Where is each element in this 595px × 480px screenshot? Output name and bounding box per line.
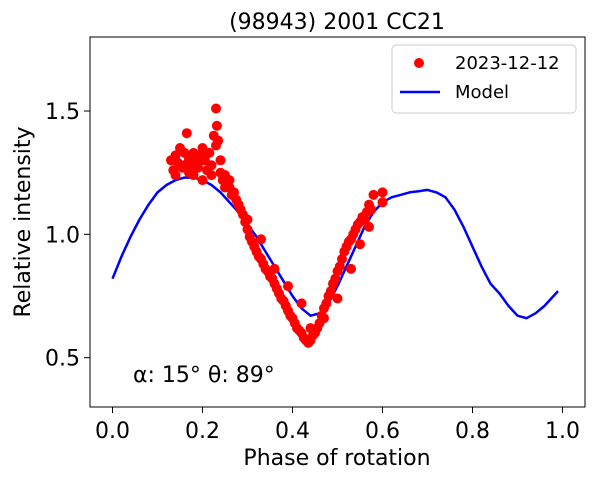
- data-point: [269, 263, 280, 274]
- data-point: [377, 187, 388, 198]
- data-point: [364, 221, 374, 232]
- y-axis-label: Relative intensity: [11, 126, 36, 317]
- y-axis: 0.5 1.0 1.5: [45, 100, 90, 372]
- viewing-geometry-annotation: α: 15° θ: 89°: [133, 363, 275, 388]
- data-point: [377, 197, 388, 208]
- data-point: [215, 155, 226, 166]
- data-point: [242, 214, 253, 225]
- data-point: [197, 175, 208, 186]
- data-point: [283, 281, 293, 292]
- legend-label-observations: 2023-12-12: [455, 53, 560, 74]
- data-point: [188, 170, 199, 181]
- chart-title: (98943) 2001 CC21: [229, 10, 445, 35]
- data-point: [220, 182, 230, 193]
- data-point: [332, 293, 343, 304]
- data-point: [346, 263, 356, 274]
- data-point: [319, 313, 329, 324]
- legend: 2023-12-12 Model: [391, 44, 577, 114]
- data-point: [193, 157, 203, 168]
- data-point: [211, 103, 221, 114]
- data-point: [368, 189, 379, 200]
- data-point: [355, 239, 365, 250]
- y-tick-label: 0.5: [45, 347, 80, 372]
- data-point: [197, 147, 208, 158]
- legend-marker-observations: [414, 58, 424, 68]
- x-tick-label: 0.6: [365, 419, 400, 444]
- data-point: [170, 170, 181, 181]
- x-tick-label: 0.0: [95, 419, 130, 444]
- x-tick-label: 1.0: [545, 419, 580, 444]
- data-point: [184, 152, 194, 163]
- legend-label-model: Model: [455, 82, 509, 103]
- data-point: [181, 128, 192, 139]
- legend-box: [391, 44, 577, 114]
- data-point: [233, 199, 244, 210]
- data-point: [305, 323, 316, 334]
- data-point: [206, 160, 217, 171]
- plot-frame: [89, 36, 586, 408]
- data-point: [179, 160, 190, 171]
- x-axis-label: Phase of rotation: [243, 446, 430, 471]
- observation-series: [166, 103, 388, 348]
- y-tick-label: 1.0: [45, 223, 80, 248]
- x-tick-label: 0.4: [275, 419, 310, 444]
- data-point: [224, 175, 235, 186]
- data-point: [213, 135, 224, 146]
- x-tick-label: 0.2: [185, 419, 220, 444]
- y-tick-label: 1.5: [45, 100, 80, 125]
- x-axis: 0.0 0.2 0.4 0.6 0.8 1.0: [95, 407, 580, 444]
- data-point: [206, 170, 217, 181]
- data-point: [366, 204, 377, 215]
- x-tick-label: 0.8: [455, 419, 490, 444]
- data-point: [211, 120, 222, 131]
- data-point: [256, 234, 266, 245]
- data-point: [296, 298, 307, 309]
